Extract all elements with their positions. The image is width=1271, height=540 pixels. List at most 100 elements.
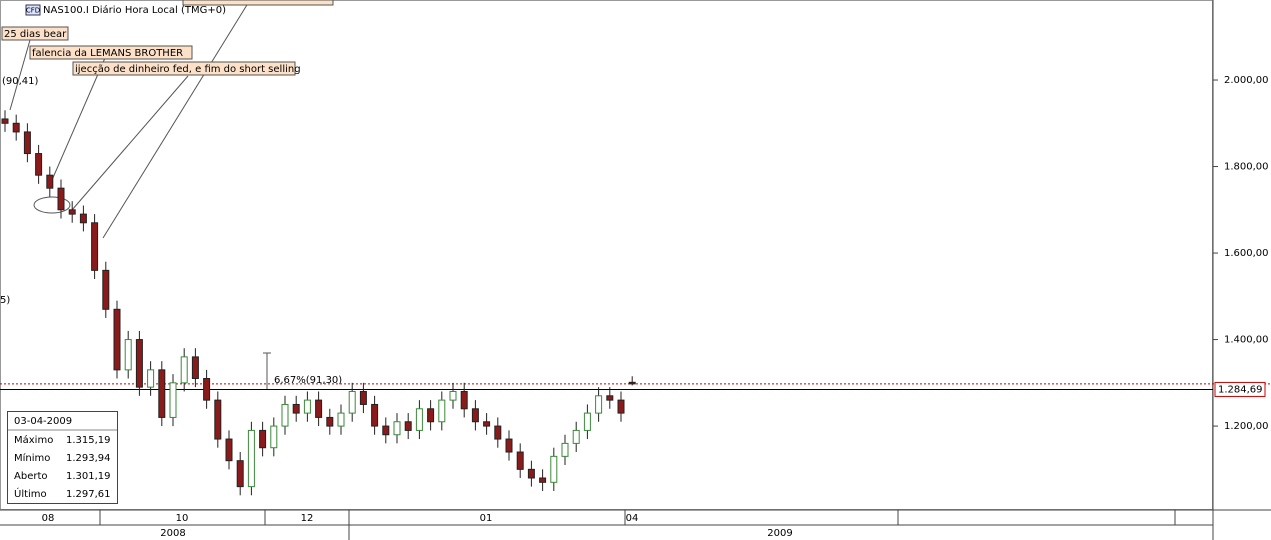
y-axis-panel <box>1213 0 1271 540</box>
candle-body <box>147 369 155 388</box>
candle-body <box>91 222 99 271</box>
x-tick-label: 01 <box>480 513 493 524</box>
candle-body <box>326 416 334 427</box>
candle-body <box>259 429 267 449</box>
candle-body <box>583 412 591 431</box>
candle-body <box>1 118 9 124</box>
candle-body <box>46 174 54 189</box>
candle-body <box>158 369 166 418</box>
candle-body <box>191 356 199 379</box>
candle-body <box>494 425 502 440</box>
x-tick-label: 04 <box>626 513 639 524</box>
candle-body <box>292 403 300 414</box>
info-value: 1.315,19 <box>66 435 111 446</box>
info-value: 1.301,19 <box>66 471 111 482</box>
candle-body <box>270 425 278 449</box>
plot-area <box>0 0 1213 510</box>
info-value: 1.297,61 <box>66 489 111 500</box>
year-label: 2008 <box>160 528 185 539</box>
annotation: 6,67%(91,30) <box>274 375 342 386</box>
candle-body <box>550 455 558 483</box>
candle-body <box>337 412 345 427</box>
candle-body <box>113 308 121 371</box>
candle-body <box>572 429 580 444</box>
info-label: Máximo <box>14 434 53 446</box>
candle-body <box>180 356 188 384</box>
candle-body <box>483 421 491 427</box>
candle-body <box>449 390 457 401</box>
candle-body <box>471 408 479 423</box>
candle-body <box>460 390 468 410</box>
candle-body <box>236 460 244 488</box>
annotation: (90,41) <box>2 76 39 87</box>
candle-body <box>225 438 233 462</box>
candle-body <box>393 421 401 436</box>
candle-body <box>404 421 412 431</box>
x-tick-label: 10 <box>176 513 189 524</box>
candle-body <box>281 403 289 427</box>
candle-body <box>516 451 524 470</box>
candle-body <box>57 187 65 211</box>
candle-body <box>35 153 43 176</box>
y-tick-label: 1.200,00 <box>1224 421 1269 432</box>
candle-body <box>169 382 177 418</box>
candle-body <box>527 468 535 479</box>
clipped-note <box>182 0 334 6</box>
candle-body <box>539 477 547 483</box>
y-tick-label: 1.600,00 <box>1224 248 1269 259</box>
annotation-box <box>1 26 69 41</box>
candle-body <box>247 429 255 488</box>
candle-body <box>303 399 311 414</box>
candle-body <box>23 131 31 155</box>
cfd-icon: CFD <box>26 7 40 15</box>
info-label: Aberto <box>14 471 48 482</box>
annotation-box <box>29 45 193 60</box>
annotation: ijecção de dinheiro fed, e fim do short … <box>75 64 301 75</box>
annotation-leaders <box>9 0 271 390</box>
candle-body <box>382 425 390 436</box>
annotation-group: 25 dias bear falencia da LEMANS BROTHER … <box>0 26 342 386</box>
x-tick-label: 12 <box>301 513 314 524</box>
candle-body <box>505 438 513 453</box>
candle-body <box>561 442 569 457</box>
info-label: Último <box>14 487 47 500</box>
year-label: 2009 <box>767 528 792 539</box>
y-tick-label: 1.800,00 <box>1224 162 1269 173</box>
info-value: 1.293,94 <box>66 453 111 464</box>
price-label: 1.284,69 <box>1218 384 1263 395</box>
info-label: Mínimo <box>14 452 50 464</box>
candle-body <box>79 213 87 224</box>
info-date: 03-04-2009 <box>14 416 72 427</box>
candle-body <box>315 399 323 418</box>
candle-body <box>415 408 423 431</box>
candle-body <box>595 395 603 414</box>
info-box-frame <box>7 411 118 504</box>
candle-body <box>427 408 435 423</box>
price-label-box <box>1214 381 1266 397</box>
candle-body <box>124 339 132 371</box>
candle-body <box>214 399 222 440</box>
annotation: falencia da LEMANS BROTHER <box>32 48 183 59</box>
candle-body <box>135 339 143 388</box>
annotation: 25 dias bear <box>4 29 67 40</box>
candle-body <box>348 390 356 414</box>
candle-body <box>371 403 379 427</box>
y-tick-label: 1.400,00 <box>1224 335 1269 346</box>
x-tick-label: 08 <box>42 513 55 524</box>
annotation-box <box>72 61 296 76</box>
annotation: 5) <box>0 295 10 306</box>
candle-body <box>628 381 636 385</box>
candle-body <box>606 395 614 401</box>
candle-body <box>438 399 446 423</box>
candle-body <box>617 399 625 414</box>
candle-body <box>12 122 20 133</box>
info-box: 03-04-2009 <box>7 411 118 504</box>
cfd-icon-box <box>25 4 41 16</box>
candle-body <box>359 390 367 405</box>
candle-body <box>102 269 110 310</box>
y-tick-label: 2.000,00 <box>1224 75 1269 86</box>
chart-title: NAS100.I Diário Hora Local (TMG+0) <box>43 4 226 16</box>
candle-body <box>203 377 211 401</box>
candle-body <box>68 209 76 215</box>
